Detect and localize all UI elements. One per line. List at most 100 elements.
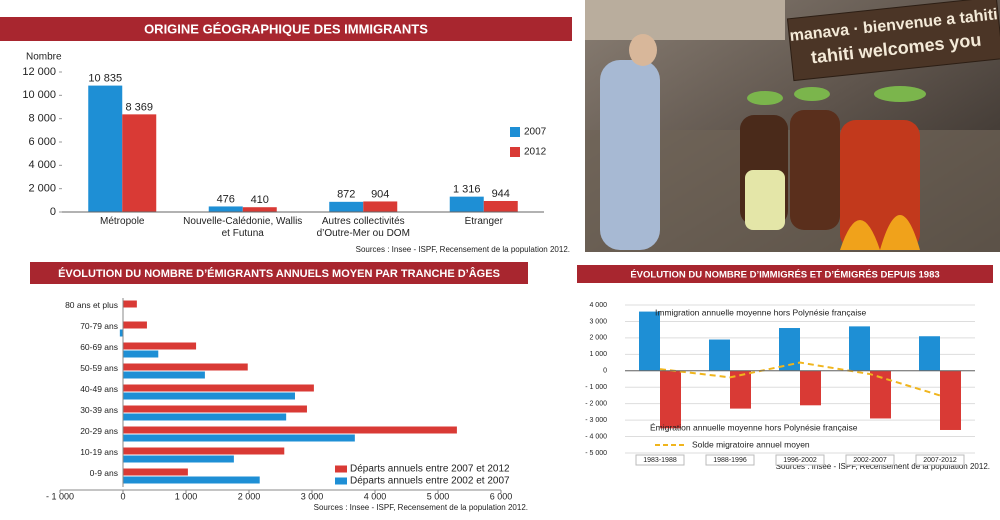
- x-tick-label: Nouvelle-Calédonie, Wallis et Futuna: [183, 216, 303, 239]
- value-label: 410: [251, 194, 269, 206]
- legend-label: 2007: [524, 127, 547, 138]
- bar: [449, 196, 484, 212]
- bar: [123, 426, 457, 434]
- y-tick-label: 4 000: [28, 159, 56, 171]
- x-tick-label: - 1 000: [46, 491, 74, 501]
- bar: [849, 326, 870, 371]
- x-tick-box: [705, 454, 755, 466]
- bar: [123, 405, 307, 413]
- bar: [870, 370, 891, 419]
- bar: [779, 328, 800, 371]
- x-tick-box: [635, 454, 685, 466]
- x-tick-box: [845, 454, 895, 466]
- bar: [730, 370, 751, 409]
- y-tick-label: 0: [50, 206, 56, 218]
- y-tick-label: - 3 000: [585, 417, 607, 424]
- bar: [119, 329, 123, 337]
- chart-title: ORIGINE GÉOGRAPHIQUE DES IMMIGRANTS: [144, 21, 428, 36]
- x-tick-label: 2 000: [238, 491, 261, 501]
- bar: [709, 339, 730, 371]
- chart-header: [577, 265, 993, 283]
- bar: [483, 200, 518, 212]
- bar: [123, 342, 197, 350]
- legend-label: Solde migratoire annuel moyen: [692, 439, 810, 449]
- chart-header: [30, 262, 528, 284]
- bar: [123, 413, 287, 421]
- y-tick-label: 80 ans et plus: [65, 300, 118, 310]
- y-tick-label: 0: [603, 368, 607, 375]
- bar: [660, 370, 681, 429]
- bar: [208, 206, 243, 212]
- bar: [123, 434, 355, 442]
- y-axis-label: Nombre: [26, 52, 62, 63]
- x-tick-label: 2002-2007: [853, 457, 887, 464]
- value-label: 904: [371, 188, 389, 200]
- chart-title: ÉVOLUTION DU NOMBRE D’ÉMIGRANTS ANNUELS …: [58, 267, 500, 280]
- y-tick-label: - 1 000: [585, 384, 607, 391]
- legend-swatch: [335, 477, 347, 485]
- x-tick-box: [915, 454, 965, 466]
- y-tick-label: 2 000: [28, 183, 56, 195]
- x-tick-label: 4 000: [364, 491, 387, 501]
- photo: manava · bienvenue a tahiti tahiti welco…: [585, 0, 1000, 252]
- chart-header: [0, 17, 572, 41]
- legend-label: Immigration annuelle moyenne hors Polyné…: [655, 307, 866, 317]
- x-tick-box: [775, 454, 825, 466]
- y-tick-label: 4 000: [589, 302, 607, 309]
- x-tick-label: 1 000: [175, 491, 198, 501]
- bar: [123, 455, 234, 463]
- y-tick-label: - 5 000: [585, 450, 607, 457]
- bar: [123, 371, 205, 379]
- bar: [123, 363, 248, 371]
- y-tick-label: 40-49 ans: [80, 384, 118, 394]
- legend-label: 2012: [524, 147, 547, 158]
- y-tick-label: 60-69 ans: [80, 342, 118, 352]
- x-tick-label: 6 000: [490, 491, 513, 501]
- line-series: [659, 361, 941, 397]
- legend-label: Émigration annuelle moyenne hors Polynés…: [650, 422, 858, 432]
- y-tick-label: 20-29 ans: [80, 426, 118, 436]
- x-tick-label: Métropole: [100, 216, 145, 227]
- y-tick-label: 70-79 ans: [80, 321, 118, 331]
- y-tick-label: 10-19 ans: [80, 447, 118, 457]
- y-tick-label: 1 000: [589, 351, 607, 358]
- y-tick-label: 3 000: [589, 318, 607, 325]
- bar: [639, 311, 660, 371]
- y-tick-label: 2 000: [589, 335, 607, 342]
- bar: [123, 350, 159, 358]
- value-label: 1 316: [453, 184, 481, 196]
- x-tick-label: Étranger: [464, 216, 503, 227]
- bar: [940, 370, 961, 430]
- chart-source: Sources : Insee - ISPF, Recensement de l…: [776, 462, 990, 471]
- y-tick-label: 12 000: [22, 66, 56, 78]
- bar: [919, 336, 940, 371]
- bar: [329, 201, 364, 212]
- bar: [242, 207, 277, 212]
- chart-source: Sources : Insee - ISPF, Recensement de l…: [356, 245, 570, 254]
- bar: [122, 114, 157, 212]
- value-label: 944: [492, 188, 510, 200]
- legend-swatch: [335, 465, 347, 473]
- value-label: 476: [217, 193, 235, 205]
- legend-swatch: [510, 147, 520, 157]
- y-tick-label: 8 000: [28, 113, 56, 125]
- x-tick-label: 1988-1996: [713, 457, 747, 464]
- x-tick-label: 1983-1988: [643, 457, 677, 464]
- bar: [123, 447, 285, 455]
- x-tick-label: 3 000: [301, 491, 324, 501]
- y-tick-label: - 4 000: [585, 433, 607, 440]
- bar: [88, 85, 123, 212]
- legend-label: Départs annuels entre 2002 et 2007: [350, 476, 510, 487]
- y-tick-label: 30-39 ans: [80, 405, 118, 415]
- bar: [363, 201, 398, 212]
- bar: [123, 476, 260, 484]
- x-tick-label: 0: [120, 491, 125, 501]
- legend-label: Départs annuels entre 2007 et 2012: [350, 464, 510, 475]
- value-label: 10 835: [88, 72, 122, 84]
- chart-title: ÉVOLUTION DU NOMBRE D’IMMIGRÉS ET D’ÉMIG…: [630, 270, 939, 281]
- y-tick-label: 50-59 ans: [80, 363, 118, 373]
- value-label: 872: [337, 189, 355, 201]
- y-tick-label: 6 000: [28, 136, 56, 148]
- x-tick-label: 2007-2012: [923, 457, 957, 464]
